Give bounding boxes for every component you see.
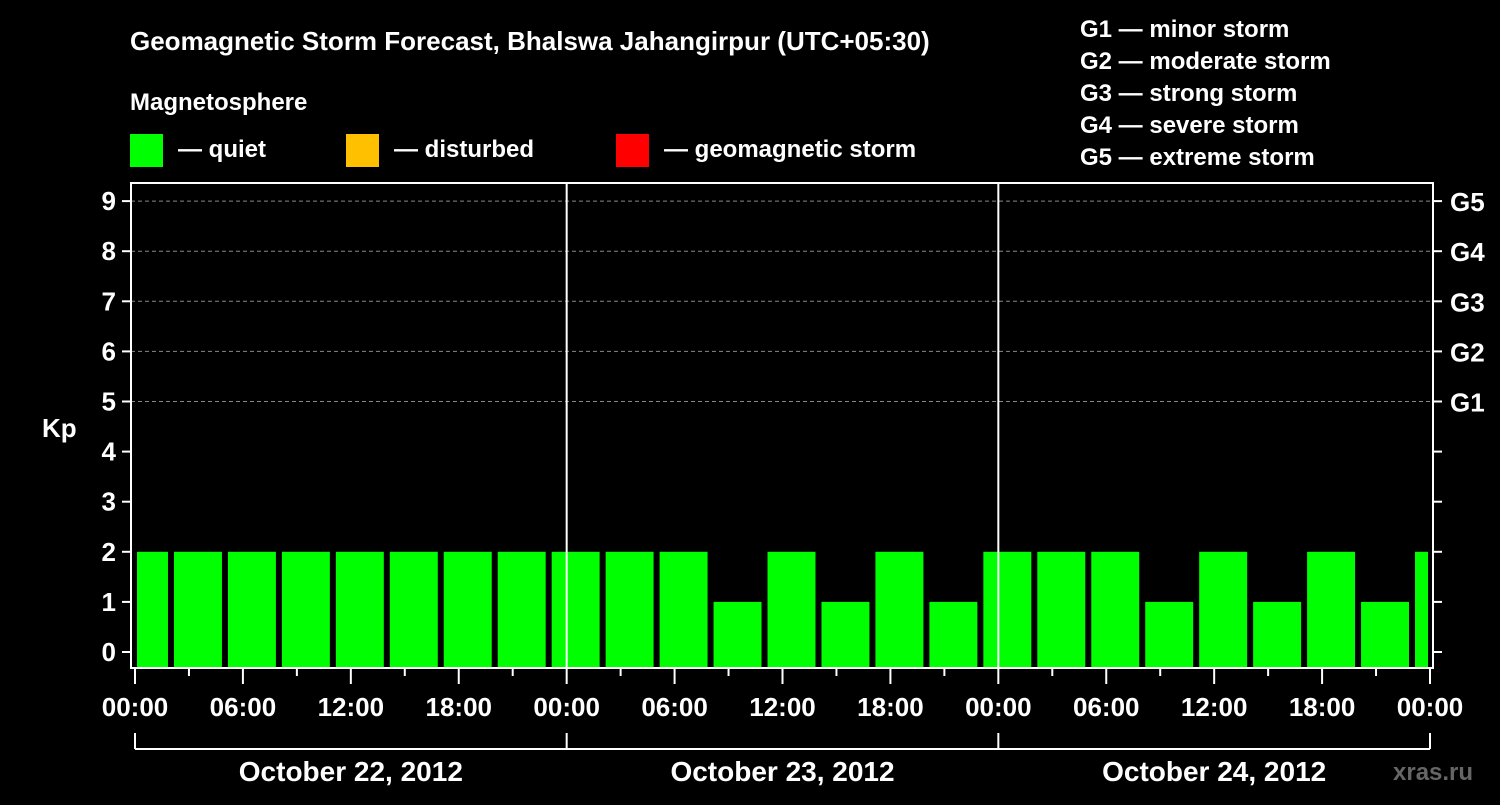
kp-bar xyxy=(659,551,708,668)
kp-bar xyxy=(821,601,870,668)
day-label: October 23, 2012 xyxy=(670,756,894,787)
kp-bar xyxy=(443,551,492,668)
g-scale-item: G1 — minor storm xyxy=(1080,16,1289,43)
g-tick-label: G3 xyxy=(1450,287,1485,317)
kp-bar xyxy=(1361,601,1410,668)
x-tick-label: 06:00 xyxy=(641,692,708,722)
g-scale-item: G4 — severe storm xyxy=(1080,112,1299,139)
y-tick-label: 7 xyxy=(102,286,116,316)
x-tick-label: 18:00 xyxy=(857,692,924,722)
x-tick-label: 18:00 xyxy=(426,692,493,722)
x-tick-label: 06:00 xyxy=(1073,692,1140,722)
g-tick-label: G2 xyxy=(1450,337,1485,367)
kp-bar xyxy=(281,551,330,668)
legend: — quiet — disturbed — geomagnetic storm xyxy=(130,134,916,167)
kp-bar xyxy=(1199,551,1248,668)
kp-bar xyxy=(929,601,978,668)
g-scale-item: G3 — strong storm xyxy=(1080,80,1297,107)
kp-bar xyxy=(335,551,384,668)
legend-swatch xyxy=(616,134,649,167)
plot-area: 0 1 2 3 4 5 6 7 8 9 G1 G2 G3 G4 G5 00:00 06:00 12:00 18:00… xyxy=(102,182,1485,787)
legend-label: — disturbed xyxy=(394,136,534,163)
legend-label: — quiet xyxy=(178,136,266,163)
kp-bar xyxy=(1145,601,1194,668)
y-tick-label: 3 xyxy=(102,487,116,517)
kp-bar xyxy=(1253,601,1302,668)
kp-bar xyxy=(767,551,816,668)
kp-bar xyxy=(1037,551,1086,668)
g-scale-legend: G1 — minor storm G2 — moderate storm G3 — … xyxy=(1080,16,1331,171)
kp-bar xyxy=(389,551,438,668)
kp-bar xyxy=(173,551,222,668)
x-tick-label: 06:00 xyxy=(210,692,277,722)
y-tick-label: 9 xyxy=(102,186,116,216)
kp-bar xyxy=(1091,551,1140,668)
kp-bar xyxy=(1307,551,1356,668)
kp-bar xyxy=(983,551,1032,668)
x-tick-label: 12:00 xyxy=(1181,692,1248,722)
x-tick-label: 00:00 xyxy=(102,692,169,722)
kp-bar xyxy=(551,551,600,668)
y-tick-label: 5 xyxy=(102,387,116,417)
kp-bar xyxy=(497,551,546,668)
kp-bar xyxy=(1415,551,1428,668)
y-axis-label: Kp xyxy=(42,413,77,443)
day-label: October 24, 2012 xyxy=(1102,756,1326,787)
g-tick-label: G1 xyxy=(1450,388,1485,418)
watermark: xras.ru xyxy=(1393,759,1473,786)
kp-bar xyxy=(605,551,654,668)
g-tick-label: G5 xyxy=(1450,187,1485,217)
x-tick-label: 00:00 xyxy=(1397,692,1464,722)
legend-swatch xyxy=(130,134,163,167)
y-tick-label: 0 xyxy=(102,637,116,667)
x-tick-label: 00:00 xyxy=(533,692,600,722)
y-tick-label: 2 xyxy=(102,537,116,567)
kp-bar xyxy=(713,601,762,668)
legend-swatch xyxy=(346,134,379,167)
kp-bar xyxy=(227,551,276,668)
g-scale-item: G5 — extreme storm xyxy=(1080,144,1315,171)
x-tick-label: 12:00 xyxy=(749,692,816,722)
y-tick-label: 4 xyxy=(102,437,117,467)
legend-title: Magnetosphere xyxy=(130,89,307,116)
x-tick-label: 18:00 xyxy=(1289,692,1356,722)
kp-bar xyxy=(137,551,168,668)
legend-label: — geomagnetic storm xyxy=(664,136,916,163)
y-tick-label: 6 xyxy=(102,336,116,366)
x-tick-label: 00:00 xyxy=(965,692,1032,722)
day-label: October 22, 2012 xyxy=(239,756,463,787)
y-tick-label: 1 xyxy=(102,587,116,617)
chart-title: Geomagnetic Storm Forecast, Bhalswa Jaha… xyxy=(130,26,930,56)
g-tick-label: G4 xyxy=(1450,237,1485,267)
x-tick-label: 12:00 xyxy=(318,692,385,722)
y-tick-label: 8 xyxy=(102,236,116,266)
kp-bar xyxy=(875,551,924,668)
g-scale-item: G2 — moderate storm xyxy=(1080,48,1331,75)
